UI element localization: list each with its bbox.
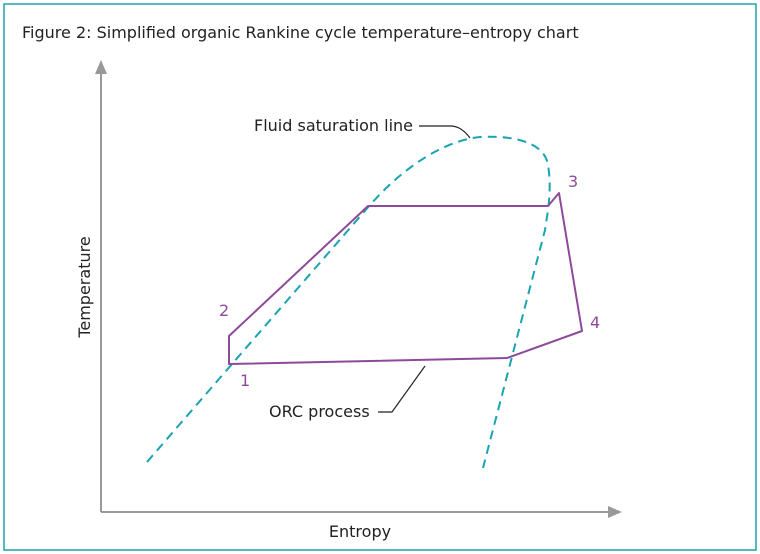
orc-cycle <box>228 192 583 365</box>
leader-line <box>419 125 471 139</box>
point-label: 4 <box>590 313 600 332</box>
saturation-dome <box>146 135 551 469</box>
point-label: 1 <box>240 371 250 390</box>
frame <box>3 3 757 551</box>
y-arrow <box>95 60 107 74</box>
leader-line <box>378 365 426 413</box>
x-axis-label: Entropy <box>329 522 391 541</box>
axes <box>95 60 622 518</box>
saturation-annotation: Fluid saturation line <box>254 116 413 135</box>
process-annotation: ORC process <box>269 402 370 421</box>
y-axis-label: Temperature <box>75 236 94 338</box>
point-label: 2 <box>219 301 229 320</box>
x-arrow <box>608 506 622 518</box>
title: Figure 2: Simplified organic Rankine cyc… <box>22 23 579 42</box>
point-label: 3 <box>568 172 578 191</box>
